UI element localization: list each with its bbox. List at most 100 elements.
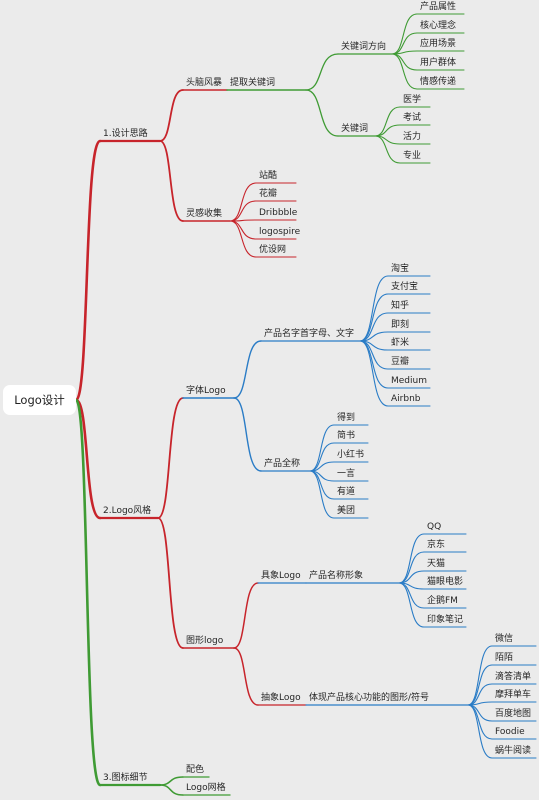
leaf-initial-letter-example[interactable]: Medium [391, 376, 427, 386]
leaf-abstract-example[interactable]: 摩拜单车 [495, 690, 532, 700]
connector-line [309, 470, 335, 519]
node-core-function-symbol[interactable]: 体现产品核心功能的图形/符号 [309, 693, 430, 703]
connector-line [391, 13, 418, 55]
leaf-inspiration-site[interactable]: 优设网 [259, 245, 287, 255]
node-inspiration[interactable]: 灵感收集 [186, 209, 223, 219]
leaf-abstract-example[interactable]: 滴答清单 [495, 672, 532, 682]
leaf-initial-letter-example[interactable]: 虾米 [391, 338, 410, 348]
connector-line [359, 340, 389, 370]
leaf-figurative-example[interactable]: 猫眼电影 [427, 577, 464, 587]
connector-line [233, 340, 262, 399]
connector-line [391, 53, 418, 71]
connector-line [233, 397, 262, 472]
leaf-full-name-example[interactable]: 简书 [337, 431, 356, 441]
connector-line [74, 139, 102, 402]
leaf-figurative-example[interactable]: QQ [427, 522, 442, 532]
leaf-full-name-example[interactable]: 一言 [337, 469, 356, 479]
leaf-full-name-example[interactable]: 有道 [337, 487, 356, 497]
connector-line [374, 106, 401, 137]
connector-line [398, 582, 425, 628]
root-node-label: Logo设计 [14, 393, 65, 407]
connector-line [233, 582, 259, 649]
leaf-keyword[interactable]: 专业 [403, 151, 422, 161]
leaf-full-name-example[interactable]: 美团 [337, 506, 356, 516]
branch-design-thinking[interactable]: 1.设计思路 [103, 129, 148, 139]
leaf-keyword[interactable]: 活力 [403, 132, 422, 142]
connector-line [229, 182, 257, 222]
leaf-keyword-direction[interactable]: 情感传递 [420, 77, 457, 87]
leaf-initial-letter-example[interactable]: 支付宝 [391, 282, 419, 292]
leaf-inspiration-site[interactable]: 花瓣 [259, 189, 278, 199]
leaf-initial-letter-example[interactable]: 豆瓣 [391, 357, 410, 367]
leaf-initial-letter-example[interactable]: 淘宝 [391, 264, 410, 274]
node-full-name[interactable]: 产品全称 [264, 459, 301, 469]
node-figurative-logo[interactable]: 具象Logo [261, 571, 301, 581]
connector-line [359, 275, 389, 342]
leaf-color-scheme[interactable]: 配色 [186, 765, 205, 775]
leaf-keyword-direction[interactable]: 核心理念 [420, 21, 457, 31]
leaf-keyword[interactable]: 医学 [403, 95, 422, 105]
leaf-abstract-example[interactable]: 百度地图 [495, 709, 532, 719]
leaf-figurative-example[interactable]: 企鹅FM [427, 596, 458, 606]
root-node[interactable]: Logo设计 [3, 385, 76, 415]
connector-line [157, 397, 184, 519]
leaf-keyword-direction[interactable]: 产品属性 [420, 2, 457, 12]
node-abstract-logo[interactable]: 抽象Logo [261, 693, 301, 703]
leaf-keyword-direction[interactable]: 应用场景 [420, 39, 457, 49]
connector-line [398, 533, 425, 584]
leaf-figurative-example[interactable]: 印象笔记 [427, 615, 464, 625]
connector-line [398, 551, 425, 584]
node-keywords[interactable]: 关键词 [341, 124, 369, 134]
leaf-full-name-example[interactable]: 得到 [337, 413, 356, 423]
leaf-initial-letter-example[interactable]: 即刻 [391, 320, 410, 330]
connector-line [159, 784, 184, 796]
leaf-full-name-example[interactable]: 小红书 [337, 450, 365, 460]
connector-line [374, 124, 401, 137]
leaf-logo-grid[interactable]: Logo网格 [186, 783, 226, 793]
node-keyword-direction[interactable]: 关键词方向 [341, 42, 387, 52]
connector-line [229, 220, 257, 258]
leaf-abstract-example[interactable]: 蜗牛阅读 [495, 746, 532, 756]
leaf-inspiration-site[interactable]: 站酷 [259, 171, 278, 181]
connector-line [359, 340, 389, 407]
node-extract-keywords[interactable]: 提取关键词 [230, 78, 276, 88]
connector-line [467, 704, 493, 759]
connector-line [309, 424, 335, 472]
connector-line [309, 470, 335, 500]
leaf-figurative-example[interactable]: 京东 [427, 540, 446, 550]
connector-line [374, 135, 401, 164]
branch-logo-style[interactable]: 2.Logo风格 [103, 506, 152, 516]
leaf-figurative-example[interactable]: 天猫 [427, 559, 446, 569]
connector-line [157, 517, 184, 649]
connector-line [305, 89, 339, 137]
leaf-abstract-example[interactable]: 陌陌 [495, 653, 514, 663]
connector-line [305, 53, 339, 91]
node-font-logo[interactable]: 字体Logo [186, 386, 226, 396]
leaf-keyword-direction[interactable]: 用户群体 [420, 58, 457, 68]
connector-line [159, 776, 184, 786]
leaf-initial-letter-example[interactable]: 知乎 [391, 301, 410, 311]
connector-line [359, 293, 389, 342]
node-brainstorm[interactable]: 头脑风暴 [186, 78, 223, 88]
leaf-abstract-example[interactable]: 微信 [495, 634, 514, 644]
leaf-inspiration-site[interactable]: Dribbble [259, 208, 298, 218]
connector-line [229, 200, 257, 222]
connector-line [159, 89, 184, 142]
connector-line [391, 53, 418, 90]
connector-line [74, 398, 102, 520]
node-initial-letters[interactable]: 产品名字首字母、文字 [264, 329, 355, 339]
leaf-inspiration-site[interactable]: logospire [259, 227, 301, 237]
leaf-abstract-example[interactable]: Foodie [495, 727, 525, 737]
leaf-keyword[interactable]: 考试 [403, 113, 422, 123]
connector-line [467, 645, 493, 706]
connector-line [74, 398, 102, 787]
node-graphic-logo[interactable]: 图形logo [186, 636, 224, 646]
node-product-name-image[interactable]: 产品名称形象 [309, 571, 364, 581]
leaf-initial-letter-example[interactable]: Airbnb [391, 394, 421, 404]
connector-line [233, 647, 259, 706]
branch-icon-details[interactable]: 3.图标细节 [103, 773, 148, 783]
connector-line [229, 220, 257, 240]
connector-line [159, 140, 184, 222]
